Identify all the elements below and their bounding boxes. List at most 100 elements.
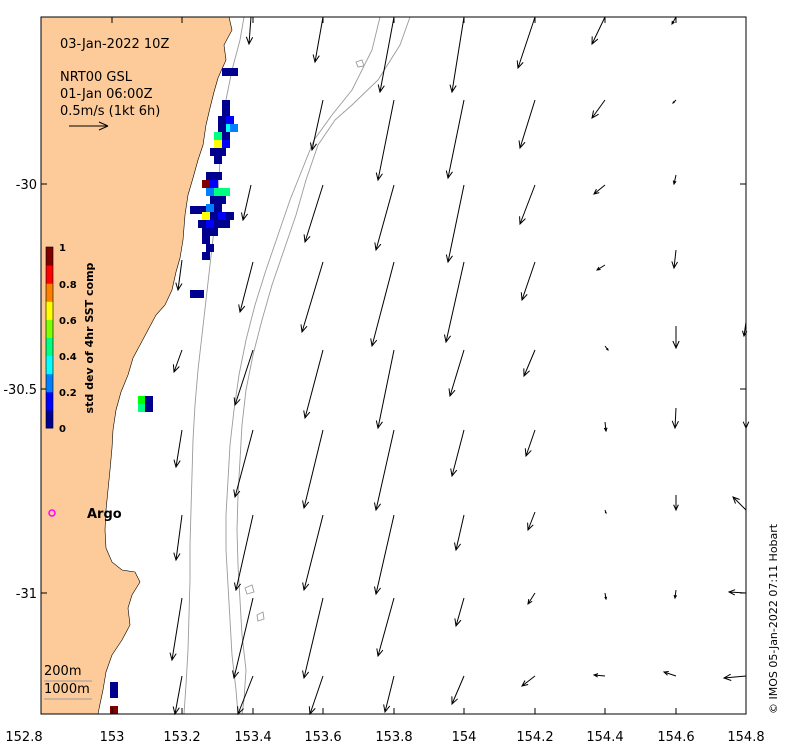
colorbar-segment [46, 283, 53, 302]
current-vector-arrow [662, 671, 677, 677]
current-vector-arrow [233, 429, 254, 499]
credit-text: © IMOS 05-Jan-2022 07:11 Hobart [767, 523, 780, 714]
y-tick-labels: -30 -30.5 -31 [3, 178, 37, 602]
x-tick-label: 154.4 [586, 730, 623, 745]
colorbar-segment [46, 301, 53, 320]
sst-pixel [138, 396, 146, 404]
current-vector-arrow [523, 349, 536, 378]
colorbar-tick: 0.4 [59, 352, 77, 363]
sst-pixel [214, 156, 222, 164]
current-vector-arrow [453, 514, 465, 552]
sst-pixel [218, 116, 226, 124]
contour-blob-1 [355, 59, 365, 68]
current-vector-arrow [672, 99, 677, 104]
sst-pixel [145, 396, 153, 404]
sst-pixel [210, 228, 218, 236]
argo-marker[interactable] [48, 509, 56, 517]
colorbar-tick-labels: 0 0.2 0.4 0.6 0.8 1 [59, 243, 77, 435]
current-vector-arrow [443, 261, 465, 344]
current-vector-arrow [450, 429, 465, 478]
sst-pixel [214, 220, 222, 228]
current-vector-arrow [673, 589, 678, 600]
current-vector-arrow [732, 496, 747, 511]
sst-pixel [210, 196, 218, 204]
sst-pixel [198, 220, 206, 228]
sst-pixel [202, 252, 210, 260]
contour-1000m-inner [225, 16, 381, 715]
current-vector-arrow [722, 673, 747, 681]
sst-pixel [206, 244, 214, 252]
current-vector-arrow [370, 261, 395, 348]
current-vector-arrow [671, 407, 679, 430]
contour-blob-2 [244, 584, 255, 595]
current-vector-arrow [604, 509, 607, 515]
current-vector-arrow [604, 345, 609, 351]
current-vector-arrow [604, 592, 608, 601]
sst-pixel [222, 140, 230, 148]
current-vector-arrow [593, 184, 606, 195]
current-vector-arrow [232, 597, 254, 680]
colorbar-segment [46, 319, 53, 338]
colorbar-tick: 0.6 [59, 316, 77, 327]
sst-pixel [226, 212, 234, 220]
current-vector-arrow [375, 349, 395, 430]
sst-pixel [206, 204, 214, 212]
current-vector-arrow [238, 261, 254, 314]
current-vector-arrow [302, 514, 324, 592]
colorbar-segment [46, 409, 53, 429]
sst-pixel [198, 206, 206, 214]
colorbar-segment [46, 355, 53, 375]
current-vector-arrow [233, 349, 254, 407]
colorbar-tick: 1 [59, 243, 66, 254]
current-vector-arrow [603, 421, 608, 433]
sst-pixel [202, 180, 210, 188]
current-vector-arrow [445, 184, 465, 264]
colorbar-frame [45, 246, 54, 429]
current-vector-arrow [302, 597, 324, 680]
sst-pixel [226, 116, 234, 124]
current-vector-arrow [451, 675, 465, 706]
current-vector-arrow [592, 673, 606, 678]
sst-pixel [214, 204, 222, 212]
current-vector-arrow [595, 264, 606, 271]
current-vector-arrow [303, 184, 324, 244]
current-vector-arrow [516, 16, 536, 70]
current-vector-arrow [309, 99, 324, 152]
sst-pixel [218, 196, 226, 204]
sst-pixel [196, 290, 204, 298]
current-vector-arrow [233, 514, 254, 592]
current-vector-arrow [173, 514, 183, 562]
sst-pixel [138, 404, 146, 412]
current-vector-arrow [521, 675, 536, 687]
x-tick-label: 153.6 [304, 730, 341, 745]
current-vector-arrow [172, 349, 183, 374]
sst-pixel [210, 212, 218, 220]
sst-pixel [218, 148, 226, 156]
sst-pixel [206, 188, 214, 196]
current-vectors [169, 16, 750, 716]
product-time-label: 01-Jan 06:00Z [60, 87, 153, 102]
colorbar-segment [46, 247, 53, 266]
sst-pixel [190, 206, 198, 214]
current-vector-arrow [240, 184, 252, 222]
x-tick-label: 154.8 [727, 730, 764, 745]
contour-legend-200m: 200m [44, 664, 81, 679]
sst-pixel [190, 290, 198, 298]
sst-pixel [202, 228, 210, 236]
current-vector-arrow [375, 99, 395, 182]
current-vector-arrow [373, 429, 395, 512]
sst-pixel [222, 100, 230, 108]
colorbar-tick: 0.2 [59, 388, 77, 399]
x-axis [40, 17, 747, 714]
current-vector-arrow [175, 259, 183, 292]
current-vector-arrow [173, 429, 183, 469]
contour-blob-3 [256, 611, 265, 622]
colorbar-tick: 0 [59, 424, 66, 435]
scale-label: 0.5m/s (1kt 6h) [60, 104, 160, 119]
y-tick-label: -30.5 [3, 383, 37, 398]
argo-label: Argo [87, 507, 122, 522]
sst-pixel [202, 212, 210, 220]
sst-pixels [110, 68, 238, 714]
current-vector-arrow [591, 99, 606, 119]
